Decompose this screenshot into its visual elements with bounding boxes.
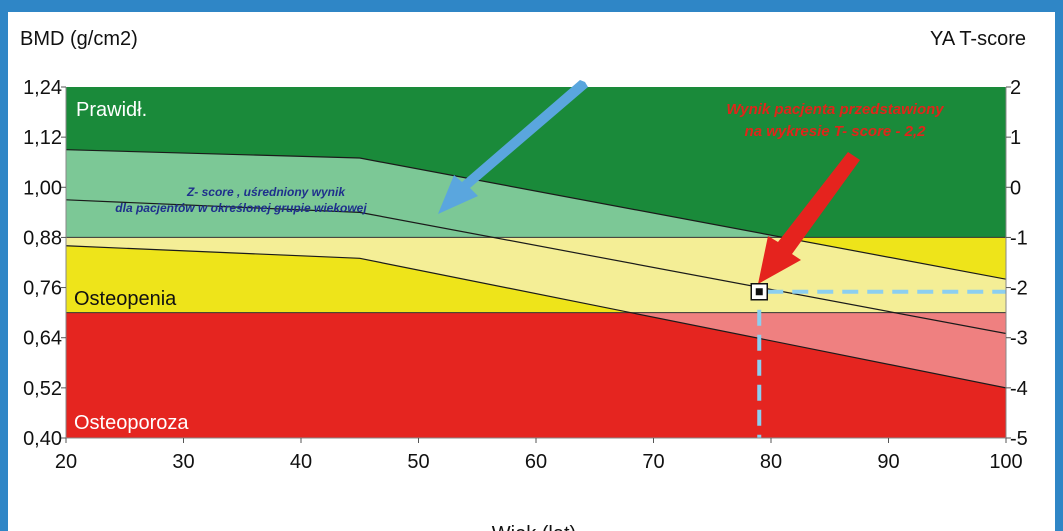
zscore-arrow-shape bbox=[438, 80, 588, 214]
zscore-note-line1: Z- score , uśredniony wynik bbox=[186, 185, 346, 199]
y-right-tick-label: -2 bbox=[1010, 278, 1028, 300]
x-tick-label: 30 bbox=[172, 451, 194, 473]
series-line-1 bbox=[66, 199, 1006, 335]
x-axis-ticks: 20 30 40 50 60 70 80 90 100 bbox=[55, 438, 1023, 473]
band-label-normal: Prawidł. bbox=[76, 99, 147, 121]
y-axis-left-title: BMD (g/cm2) bbox=[20, 28, 138, 50]
patient-guides bbox=[757, 289, 1006, 438]
y-right-tick-label: -1 bbox=[1010, 227, 1028, 249]
y-left-tick-label: 0,64 bbox=[23, 328, 62, 350]
x-axis-title: Wiek (lat) bbox=[492, 523, 576, 531]
zscore-arrow bbox=[438, 80, 588, 214]
band-label-osteopenia: Osteopenia bbox=[74, 288, 177, 310]
x-tick-label: 100 bbox=[989, 451, 1022, 473]
patient-point-marker bbox=[750, 283, 768, 301]
y-axis-left-ticks: 1,24 1,12 1,00 0,88 0,76 0,64 0,52 0,40 bbox=[23, 77, 66, 450]
y-axis-right-title: YA T-score bbox=[930, 28, 1026, 50]
y-left-tick-label: 0,88 bbox=[23, 227, 62, 249]
x-tick-label: 80 bbox=[760, 451, 782, 473]
y-right-tick-label: 0 bbox=[1010, 177, 1021, 199]
y-left-tick-label: 1,00 bbox=[23, 177, 62, 199]
patient-arrow bbox=[758, 152, 860, 284]
y-left-tick-label: 0,40 bbox=[23, 428, 62, 450]
patient-note-line2: na wykresie T- score - 2,2 bbox=[745, 123, 927, 140]
patient-arrow-shape bbox=[758, 152, 860, 284]
patient-point-dot bbox=[755, 288, 763, 296]
y-left-tick-label: 1,12 bbox=[23, 127, 62, 149]
y-right-tick-label: 2 bbox=[1010, 77, 1021, 99]
x-tick-label: 70 bbox=[642, 451, 664, 473]
y-right-tick-label: -3 bbox=[1010, 328, 1028, 350]
x-tick-label: 20 bbox=[55, 451, 77, 473]
y-right-tick-label: -5 bbox=[1010, 428, 1028, 450]
age-zone-0 bbox=[66, 149, 784, 238]
bmd-chart: Prawidł. Osteopenia Osteoporoza Z- score… bbox=[20, 28, 1028, 531]
x-tick-label: 40 bbox=[290, 451, 312, 473]
patient-note-line1: Wynik pacjenta przedstawiony bbox=[726, 101, 944, 118]
x-tick-label: 90 bbox=[877, 451, 899, 473]
y-left-tick-label: 0,52 bbox=[23, 378, 62, 400]
x-tick-label: 60 bbox=[525, 451, 547, 473]
band-label-osteoporosis: Osteoporoza bbox=[74, 412, 189, 434]
x-tick-label: 50 bbox=[407, 451, 429, 473]
y-right-tick-label: -4 bbox=[1010, 378, 1028, 400]
y-axis-right-ticks: 2 1 0 -1 -2 -3 -4 -5 bbox=[1006, 77, 1028, 450]
y-right-tick-label: 1 bbox=[1010, 127, 1021, 149]
series-line-2 bbox=[66, 245, 1006, 389]
y-left-tick-label: 0,76 bbox=[23, 278, 62, 300]
zscore-note-line2: dla pacjentów w określonej grupie wiekow… bbox=[115, 201, 367, 215]
chart-panel: Prawidł. Osteopenia Osteoporoza Z- score… bbox=[8, 12, 1055, 531]
y-left-tick-label: 1,24 bbox=[23, 77, 62, 99]
